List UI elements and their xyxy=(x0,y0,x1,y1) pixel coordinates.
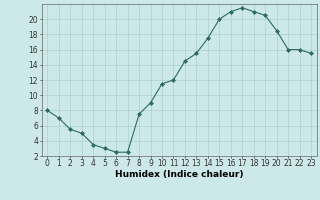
X-axis label: Humidex (Indice chaleur): Humidex (Indice chaleur) xyxy=(115,170,244,179)
